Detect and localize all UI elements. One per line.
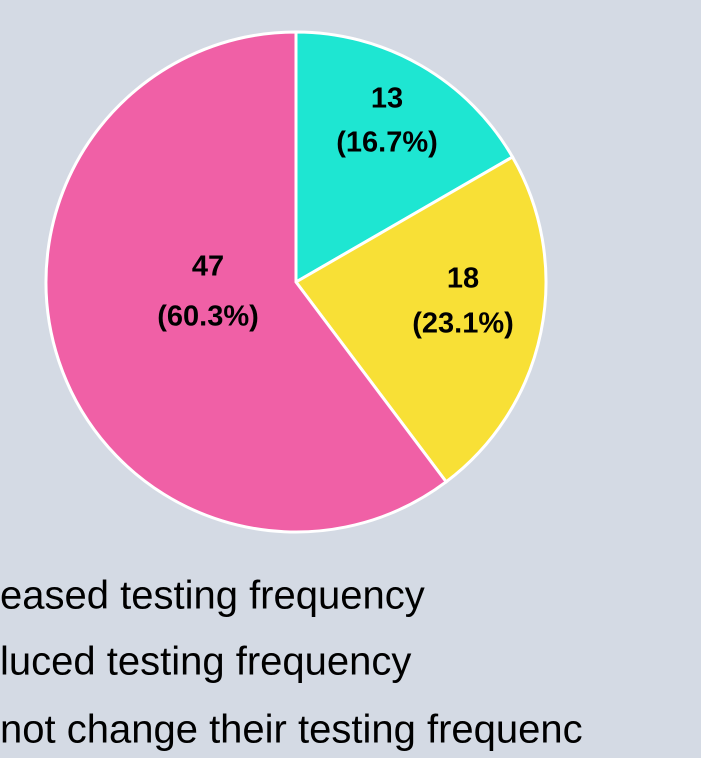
- percent-label: (23.1%): [412, 308, 514, 340]
- legend-label: not change their testing frequenc: [0, 708, 583, 752]
- legend-label: luced testing frequency: [0, 640, 411, 684]
- pie-slice: [294, 30, 515, 285]
- legend-label: eased testing frequency: [0, 574, 425, 618]
- pie-slice: [293, 154, 548, 484]
- value-label: 18: [447, 263, 479, 295]
- pie-slice: [44, 30, 449, 534]
- value-label: 13: [371, 83, 403, 115]
- percent-label: (60.3%): [157, 301, 259, 333]
- value-label: 47: [192, 251, 224, 283]
- percent-label: (16.7%): [336, 127, 438, 159]
